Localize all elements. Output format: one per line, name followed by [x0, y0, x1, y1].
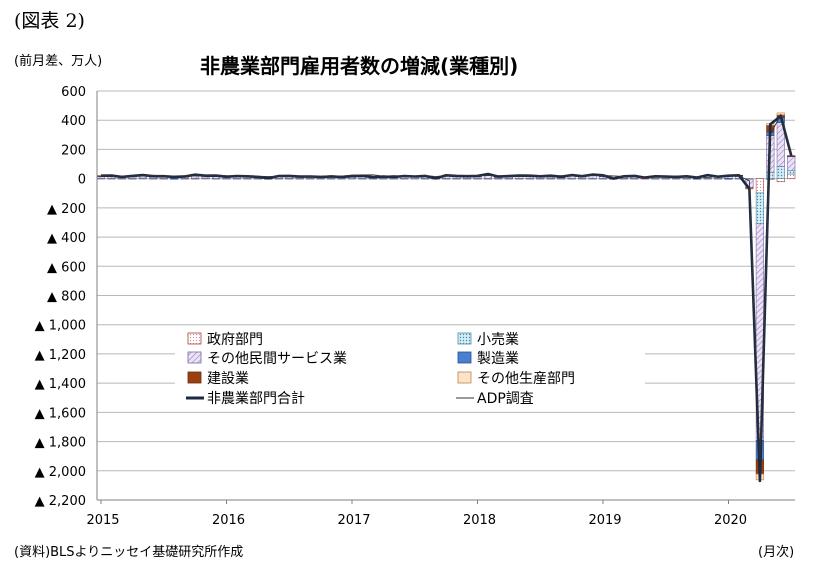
y-tick-label: ▲ 1,000 — [35, 319, 86, 334]
bar-segment — [724, 178, 733, 180]
legend-swatch — [187, 351, 202, 364]
legend-swatch — [457, 371, 472, 384]
y-tick-label: 600 — [61, 85, 86, 100]
y-tick-label: ▲ 1,400 — [35, 377, 86, 392]
legend-label: 小売業 — [477, 332, 519, 348]
chart-title: 非農業部門雇用者数の増減(業種別) — [200, 54, 519, 78]
y-tick-label: ▲ 600 — [47, 260, 86, 275]
x-tick-label: 2018 — [463, 513, 496, 528]
unit-label: (前月差、万人) — [14, 54, 103, 69]
bar-segment — [776, 166, 785, 179]
y-axis: 600 400 200 0 ▲ 200 ▲ 400 ▲ 600 ▲ 800 ▲ 1,000 ▲ 1… — [35, 85, 98, 509]
legend-label: 政府部門 — [207, 332, 263, 348]
y-tick-label: ▲ 400 — [47, 231, 86, 246]
legend-label: 非農業部門合計 — [207, 391, 305, 407]
bar-segment — [776, 178, 785, 183]
x-tick-label: 2020 — [714, 513, 747, 528]
y-tick-label: 0 — [78, 173, 86, 188]
x-tick-label: 2017 — [337, 513, 370, 528]
x-tick-label: 2015 — [86, 513, 119, 528]
total-line — [100, 114, 793, 483]
legend-box — [175, 326, 645, 410]
adp-line — [100, 113, 792, 461]
bar-segment — [787, 155, 796, 157]
bar-segment — [755, 178, 764, 194]
bar-layer — [96, 112, 796, 481]
y-tick-label: 400 — [61, 114, 86, 129]
bar-segment — [787, 170, 796, 175]
legend-swatch — [457, 351, 472, 364]
period-note: (月次) — [758, 545, 795, 560]
legend-swatch — [187, 332, 202, 345]
bar-segment — [787, 156, 796, 171]
y-tick-label: ▲ 1,600 — [35, 406, 86, 421]
legend-label: ADP調査 — [477, 391, 534, 407]
x-axis: 2015 2016 2017 2018 2019 2020 — [86, 499, 795, 528]
y-tick-label: ▲ 2,000 — [35, 465, 86, 480]
legend-label: その他民間サービス業 — [207, 351, 347, 367]
source-note: (資料)BLSよりニッセイ基礎研究所作成 — [14, 545, 244, 560]
legend-swatch — [457, 332, 472, 345]
y-tick-label: ▲ 1,800 — [35, 436, 86, 451]
y-tick-label: ▲ 800 — [47, 290, 86, 305]
x-tick-label: 2019 — [588, 513, 621, 528]
y-tick-label: 200 — [61, 143, 86, 158]
y-tick-label: ▲ 200 — [47, 202, 86, 217]
figure-label: (図表 2) — [14, 10, 85, 32]
y-tick-label: ▲ 1,200 — [35, 348, 86, 363]
line-layer — [100, 113, 793, 483]
grid-lines — [97, 90, 795, 501]
legend-label: その他生産部門 — [477, 371, 575, 387]
legend-label: 建設業 — [207, 371, 249, 387]
bar-segment — [170, 178, 179, 180]
bar-segment — [787, 173, 796, 179]
legend-label: 製造業 — [477, 351, 519, 367]
x-tick-label: 2016 — [212, 513, 245, 528]
bar-segment — [755, 192, 764, 225]
legend-swatch — [187, 371, 202, 384]
y-tick-label: ▲ 2,200 — [35, 494, 86, 509]
